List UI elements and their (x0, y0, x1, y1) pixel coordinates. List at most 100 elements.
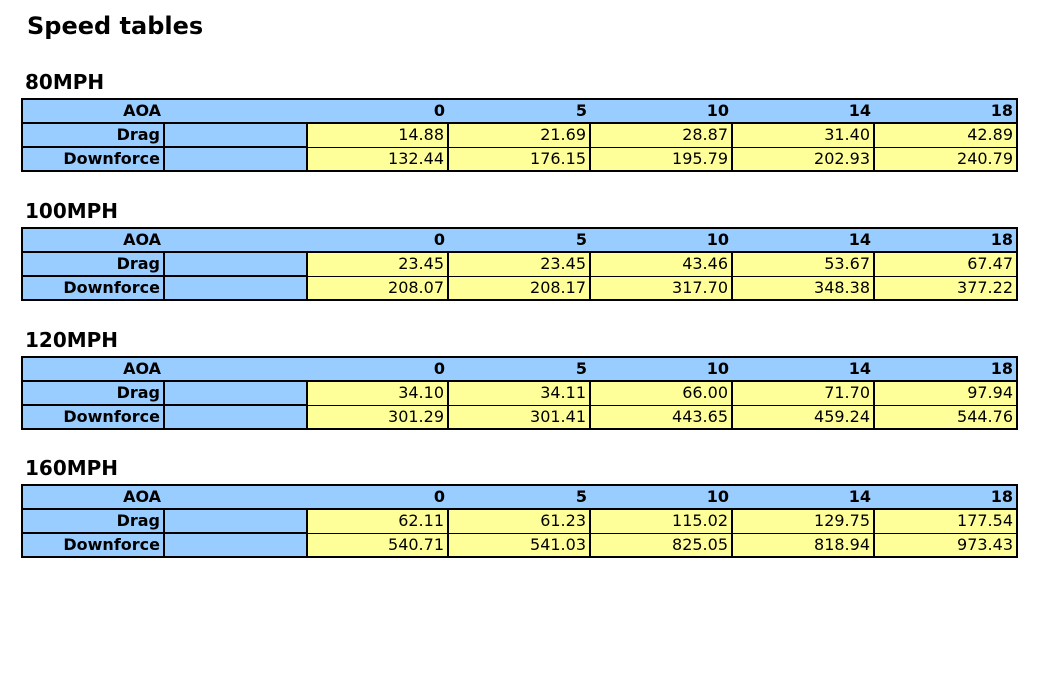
drag-label: Drag (21, 508, 165, 534)
downforce-value: 459.24 (731, 404, 875, 430)
blank-cell (163, 380, 308, 406)
blank-cell (163, 251, 308, 277)
downforce-value: 208.17 (447, 275, 591, 301)
drag-value: 61.23 (447, 508, 591, 534)
downforce-value: 541.03 (447, 532, 591, 558)
blank-cell (164, 98, 307, 124)
downforce-value: 377.22 (873, 275, 1018, 301)
aoa-value: 14 (732, 98, 874, 124)
drag-value: 43.46 (589, 251, 733, 277)
blank-cell (163, 275, 308, 301)
drag-value: 71.70 (731, 380, 875, 406)
downforce-label: Downforce (21, 275, 165, 301)
downforce-value: 208.07 (306, 275, 449, 301)
aoa-value: 14 (732, 484, 874, 510)
blank-cell (164, 356, 307, 382)
downforce-value: 132.44 (306, 146, 449, 172)
drag-value: 42.89 (873, 122, 1018, 148)
drag-label: Drag (21, 380, 165, 406)
drag-value: 62.11 (306, 508, 449, 534)
downforce-label: Downforce (21, 532, 165, 558)
blank-cell (163, 508, 308, 534)
downforce-value: 195.79 (589, 146, 733, 172)
downforce-value: 544.76 (873, 404, 1018, 430)
downforce-value: 301.29 (306, 404, 449, 430)
downforce-row: Downforce 540.71 541.03 825.05 818.94 973.43 (21, 532, 1018, 558)
speed-title: 100MPH (25, 199, 119, 223)
aoa-header-row: AOA 0 5 10 14 18 (21, 484, 1018, 510)
aoa-value: 10 (590, 356, 732, 382)
downforce-label: Downforce (21, 404, 165, 430)
blank-cell (164, 227, 307, 253)
blank-cell (164, 484, 307, 510)
downforce-value: 317.70 (589, 275, 733, 301)
drag-value: 23.45 (306, 251, 449, 277)
aoa-value: 0 (307, 356, 448, 382)
drag-value: 28.87 (589, 122, 733, 148)
speed-title: 80MPH (25, 70, 105, 94)
drag-row: Drag 14.88 21.69 28.87 31.40 42.89 (21, 122, 1018, 148)
speed-table: AOA 0 5 10 14 18 Drag 34.10 34.11 66.00 71.70 97.94… (21, 356, 1018, 430)
downforce-value: 202.93 (731, 146, 875, 172)
blank-cell (163, 122, 308, 148)
downforce-value: 240.79 (873, 146, 1018, 172)
drag-value: 14.88 (306, 122, 449, 148)
aoa-header-row: AOA 0 5 10 14 18 (21, 356, 1018, 382)
drag-value: 34.10 (306, 380, 449, 406)
aoa-value: 14 (732, 227, 874, 253)
aoa-value: 10 (590, 98, 732, 124)
drag-label: Drag (21, 122, 165, 148)
speed-title: 160MPH (25, 456, 119, 480)
drag-row: Drag 23.45 23.45 43.46 53.67 67.47 (21, 251, 1018, 277)
drag-value: 177.54 (873, 508, 1018, 534)
aoa-label: AOA (21, 227, 164, 253)
aoa-label: AOA (21, 356, 164, 382)
drag-value: 67.47 (873, 251, 1018, 277)
aoa-value: 5 (448, 227, 590, 253)
downforce-value: 348.38 (731, 275, 875, 301)
drag-value: 129.75 (731, 508, 875, 534)
aoa-value: 18 (874, 356, 1018, 382)
downforce-row: Downforce 132.44 176.15 195.79 202.93 240.79 (21, 146, 1018, 172)
speed-title: 120MPH (25, 328, 119, 352)
drag-value: 66.00 (589, 380, 733, 406)
downforce-label: Downforce (21, 146, 165, 172)
downforce-value: 825.05 (589, 532, 733, 558)
aoa-value: 5 (448, 484, 590, 510)
page-title: Speed tables (27, 12, 204, 40)
aoa-value: 0 (307, 98, 448, 124)
aoa-label: AOA (21, 484, 164, 510)
aoa-label: AOA (21, 98, 164, 124)
downforce-value: 818.94 (731, 532, 875, 558)
speed-table: AOA 0 5 10 14 18 Drag 62.11 61.23 115.02 129.75 177… (21, 484, 1018, 558)
downforce-row: Downforce 208.07 208.17 317.70 348.38 377.22 (21, 275, 1018, 301)
blank-cell (163, 404, 308, 430)
aoa-value: 10 (590, 484, 732, 510)
drag-value: 31.40 (731, 122, 875, 148)
aoa-value: 5 (448, 356, 590, 382)
drag-value: 23.45 (447, 251, 591, 277)
speed-table: AOA 0 5 10 14 18 Drag 23.45 23.45 43.46 53.67 67.47… (21, 227, 1018, 301)
aoa-value: 18 (874, 98, 1018, 124)
drag-value: 97.94 (873, 380, 1018, 406)
downforce-value: 973.43 (873, 532, 1018, 558)
downforce-value: 540.71 (306, 532, 449, 558)
aoa-value: 18 (874, 227, 1018, 253)
drag-value: 115.02 (589, 508, 733, 534)
aoa-header-row: AOA 0 5 10 14 18 (21, 227, 1018, 253)
blank-cell (163, 146, 308, 172)
drag-value: 53.67 (731, 251, 875, 277)
drag-row: Drag 34.10 34.11 66.00 71.70 97.94 (21, 380, 1018, 406)
aoa-header-row: AOA 0 5 10 14 18 (21, 98, 1018, 124)
drag-label: Drag (21, 251, 165, 277)
downforce-value: 176.15 (447, 146, 591, 172)
downforce-row: Downforce 301.29 301.41 443.65 459.24 544.76 (21, 404, 1018, 430)
speed-table: AOA 0 5 10 14 18 Drag 14.88 21.69 28.87 31.40 42.89… (21, 98, 1018, 172)
drag-value: 21.69 (447, 122, 591, 148)
aoa-value: 0 (307, 484, 448, 510)
aoa-value: 5 (448, 98, 590, 124)
drag-row: Drag 62.11 61.23 115.02 129.75 177.54 (21, 508, 1018, 534)
aoa-value: 10 (590, 227, 732, 253)
blank-cell (163, 532, 308, 558)
downforce-value: 443.65 (589, 404, 733, 430)
